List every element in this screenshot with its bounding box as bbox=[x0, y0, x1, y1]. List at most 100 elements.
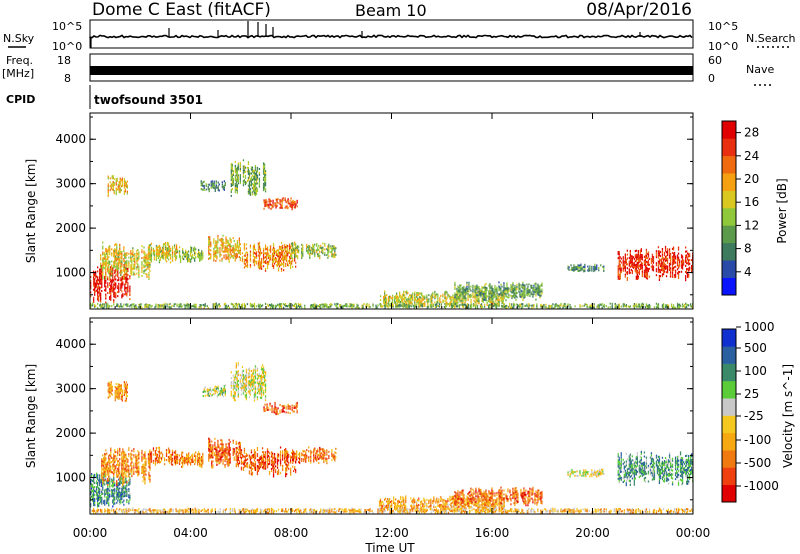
echo-cell bbox=[108, 246, 110, 249]
echo-cell bbox=[113, 283, 115, 286]
echo-cell bbox=[472, 286, 474, 289]
echo-cell bbox=[272, 205, 274, 208]
echo-cell bbox=[109, 284, 111, 287]
echo-cell bbox=[301, 243, 303, 246]
echo-cell bbox=[162, 247, 165, 250]
echo-cell bbox=[113, 249, 115, 252]
echo-cell bbox=[277, 257, 280, 260]
echo-cell bbox=[456, 287, 458, 290]
echo-cell bbox=[107, 270, 109, 273]
echo-cell bbox=[175, 251, 178, 254]
echo-cell bbox=[188, 254, 190, 257]
echo-cell bbox=[120, 250, 122, 253]
echo-cell bbox=[226, 239, 228, 242]
echo-cell bbox=[192, 256, 194, 259]
echo-cell bbox=[248, 180, 251, 183]
echo-cell bbox=[624, 255, 626, 258]
echo-cell bbox=[624, 273, 626, 276]
echo-cell bbox=[152, 249, 155, 252]
echo-cell bbox=[239, 168, 241, 170]
echo-cell bbox=[275, 260, 278, 263]
echo-cell bbox=[565, 306, 567, 309]
echo-cell bbox=[119, 454, 121, 456]
echo-cell bbox=[274, 202, 276, 205]
echo-cell bbox=[421, 303, 423, 306]
echo-cell bbox=[435, 305, 437, 308]
echo-cell bbox=[333, 247, 335, 250]
echo-cell bbox=[268, 204, 270, 207]
echo-cell bbox=[105, 285, 107, 288]
echo-region bbox=[617, 245, 694, 282]
echo-cell bbox=[114, 469, 116, 472]
echo-cell bbox=[112, 272, 114, 275]
echo-cell bbox=[250, 182, 253, 185]
echo-cell bbox=[164, 302, 166, 305]
echo-cell bbox=[661, 249, 664, 252]
echo-cell bbox=[564, 302, 566, 305]
echo-cell bbox=[615, 306, 617, 309]
echo-cell bbox=[120, 279, 122, 282]
echo-cell bbox=[250, 172, 253, 175]
echo-cell bbox=[516, 287, 518, 290]
echo-cell bbox=[195, 248, 197, 251]
echo-cell bbox=[524, 294, 526, 297]
echo-cell bbox=[277, 202, 279, 204]
echo-cell bbox=[631, 272, 633, 275]
echo-cell bbox=[448, 303, 451, 306]
echo-cell bbox=[261, 304, 264, 307]
echo-cell bbox=[641, 268, 643, 271]
echo-cell bbox=[161, 246, 164, 249]
echo-cell bbox=[198, 256, 200, 259]
echo-cell bbox=[235, 244, 237, 247]
echo-cell bbox=[663, 252, 666, 254]
echo-cell bbox=[452, 294, 454, 297]
echo-cell bbox=[150, 242, 153, 245]
echo-cell bbox=[272, 253, 275, 255]
echo-cell bbox=[112, 271, 114, 273]
echo-cell bbox=[144, 257, 146, 260]
echo-cell bbox=[284, 197, 286, 200]
echo-cell bbox=[127, 274, 129, 276]
echo-cell bbox=[274, 257, 277, 259]
echo-cell bbox=[104, 263, 106, 266]
echo-cell bbox=[167, 258, 170, 261]
echo-cell bbox=[600, 264, 602, 267]
echo-cell bbox=[506, 282, 508, 285]
echo-cell bbox=[100, 256, 102, 259]
echo-cell bbox=[270, 207, 272, 210]
echo-cell bbox=[213, 255, 215, 258]
echo-cell bbox=[255, 253, 258, 256]
echo-cell bbox=[363, 303, 365, 305]
echo-cell bbox=[167, 244, 170, 247]
echo-cell bbox=[238, 251, 240, 254]
echo-cell bbox=[128, 502, 130, 505]
echo-cell bbox=[245, 251, 248, 254]
echo-cell bbox=[236, 172, 238, 175]
echo-cell bbox=[117, 252, 119, 255]
freq-label-top: Freq. bbox=[6, 54, 33, 67]
echo-cell bbox=[234, 183, 236, 186]
echo-cell bbox=[150, 260, 153, 263]
echo-cell bbox=[130, 266, 132, 269]
echo-cell bbox=[317, 255, 319, 258]
echo-cell bbox=[270, 200, 272, 203]
echo-cell bbox=[114, 496, 116, 499]
echo-cell bbox=[186, 253, 188, 256]
echo-cell bbox=[259, 267, 262, 270]
echo-cell bbox=[235, 254, 237, 257]
echo-cell bbox=[156, 246, 159, 249]
echo-cell bbox=[171, 255, 174, 258]
echo-cell bbox=[379, 299, 382, 302]
echo-cell bbox=[421, 305, 423, 308]
echo-cell bbox=[121, 265, 123, 268]
echo-cell bbox=[149, 258, 152, 261]
echo-cell bbox=[120, 270, 122, 273]
echo-cell bbox=[272, 255, 275, 257]
echo-cell bbox=[448, 305, 451, 307]
echo-cell bbox=[234, 247, 236, 250]
echo-cell bbox=[230, 249, 232, 252]
echo-cell bbox=[230, 163, 232, 166]
echo-cell bbox=[424, 303, 426, 305]
echo-cell bbox=[236, 189, 238, 192]
echo-cell bbox=[400, 296, 402, 299]
